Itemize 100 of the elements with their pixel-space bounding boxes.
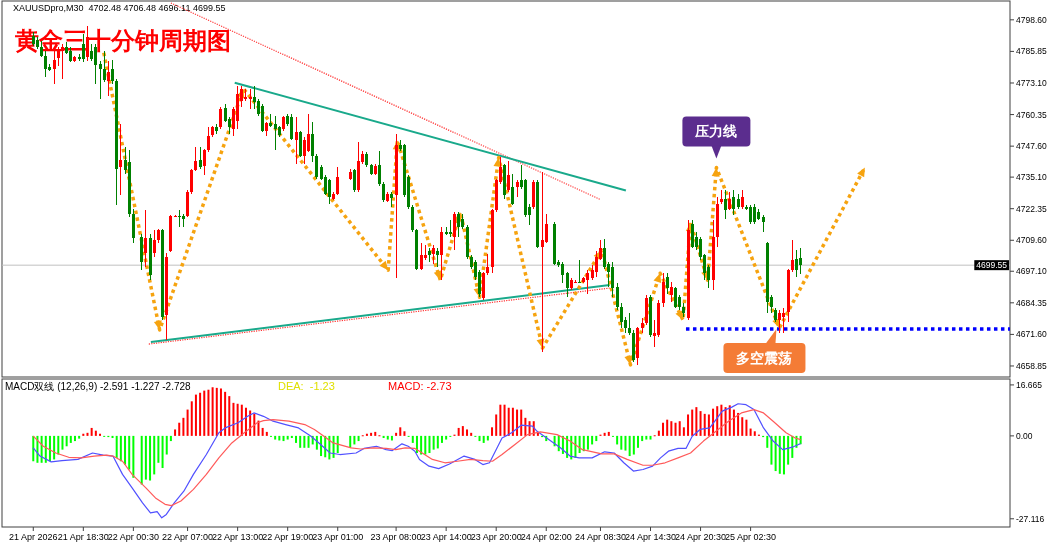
bar [153, 435, 156, 475]
bar [224, 391, 227, 436]
y-tick-label: 4798.60 [1016, 14, 1047, 25]
y-tick-label: 4785.85 [1016, 46, 1047, 57]
y-tick-label: 4773.10 [1016, 77, 1047, 88]
bar [157, 435, 160, 463]
bar [299, 435, 302, 448]
y-tick-label: 4760.35 [1016, 109, 1047, 120]
y-tick-label: 4671.60 [1016, 329, 1047, 340]
bar [503, 404, 506, 436]
bar [724, 407, 727, 436]
bar [445, 435, 448, 440]
bar [495, 414, 498, 436]
bar [662, 422, 665, 436]
y-tick-label: 16.665 [1016, 379, 1043, 390]
bar [578, 435, 581, 453]
x-tick-label: 24 Apr 20:30 [675, 532, 727, 542]
bar [632, 435, 635, 455]
bar [111, 435, 114, 439]
bar [128, 435, 131, 470]
bar [115, 435, 118, 458]
bar [595, 435, 598, 442]
bar [770, 435, 773, 465]
bar [174, 429, 177, 436]
bar [411, 435, 414, 443]
bar [399, 427, 402, 436]
bar [607, 431, 610, 436]
bar [657, 430, 660, 436]
bar [682, 427, 685, 436]
bar [236, 403, 239, 436]
bar [282, 435, 285, 442]
bar [215, 387, 218, 436]
bar [649, 435, 652, 440]
bar [124, 435, 127, 465]
bar [782, 435, 785, 475]
bar [745, 419, 748, 436]
bar [424, 435, 427, 455]
bar [470, 432, 473, 436]
bar [149, 435, 152, 481]
bar [286, 435, 289, 440]
bar [82, 433, 85, 436]
bar [637, 435, 639, 448]
bar [140, 435, 143, 485]
bar [365, 433, 368, 436]
bar [628, 435, 631, 457]
x-tick-label: 22 Apr 00:30 [107, 532, 159, 542]
bar [478, 435, 481, 442]
x-tick-label: 21 Apr 18:30 [57, 532, 109, 542]
x-tick-label: 22 Apr 07:00 [162, 532, 214, 542]
bar [707, 414, 710, 436]
bar [524, 417, 527, 436]
bar [732, 409, 735, 436]
bar [415, 435, 418, 453]
x-tick-label: 23 Apr 20:00 [470, 532, 522, 542]
bar [382, 435, 385, 439]
bar [190, 401, 193, 436]
bar [119, 435, 122, 462]
bar [32, 435, 35, 462]
bar [265, 431, 268, 436]
annotation: DEA: -1.23 [278, 380, 335, 392]
bar [349, 435, 352, 448]
bar [253, 413, 256, 436]
bar [674, 422, 677, 436]
bar [507, 407, 510, 436]
x-tick-label: 22 Apr 13:00 [212, 532, 264, 542]
bar [61, 435, 64, 450]
bar [40, 435, 43, 463]
bar [516, 409, 519, 436]
bar [65, 435, 68, 447]
bar [753, 431, 756, 436]
bar [457, 427, 460, 436]
bar [428, 435, 431, 453]
bar [207, 389, 210, 436]
bar [211, 387, 214, 436]
bar [295, 435, 298, 443]
bar [182, 417, 185, 436]
bar [48, 435, 51, 462]
bar [586, 435, 589, 450]
bar [678, 421, 681, 436]
y-tick-label: 4697.10 [1016, 266, 1047, 277]
bar [69, 435, 72, 443]
bar [144, 435, 147, 480]
bar [774, 435, 777, 472]
bar [199, 392, 202, 436]
bar [353, 435, 356, 445]
bar [169, 435, 172, 442]
bar [432, 435, 435, 450]
bar [57, 435, 60, 455]
bar [307, 435, 310, 448]
bar [645, 435, 648, 440]
x-tick-label: 23 Apr 01:00 [312, 532, 364, 542]
bar [90, 427, 93, 436]
bar [228, 396, 231, 436]
bar [749, 428, 752, 436]
bar [787, 435, 790, 465]
bar [695, 407, 698, 436]
bar [78, 435, 81, 439]
bar [737, 412, 740, 436]
bar [261, 427, 264, 436]
bar [53, 435, 56, 460]
